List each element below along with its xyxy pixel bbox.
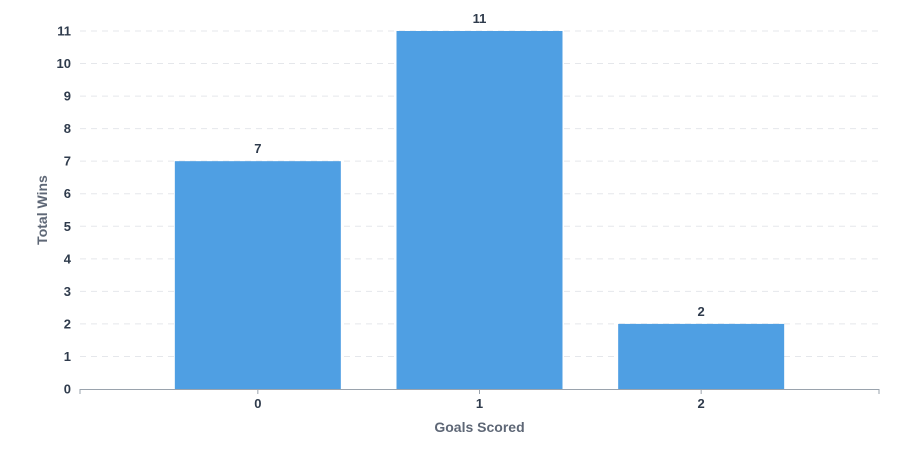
- x-tick-label: 2: [698, 396, 705, 411]
- y-tick-label: 6: [64, 186, 71, 201]
- y-tick-labels: 0 1 2 3 4 5 6 7 8 9 10 11: [57, 24, 72, 397]
- y-axis-title: Total Wins: [34, 175, 50, 245]
- y-tick-label: 0: [64, 382, 71, 397]
- y-tick-label: 10: [57, 56, 71, 71]
- bar-1[interactable]: [396, 31, 563, 389]
- bar-0[interactable]: [174, 161, 341, 389]
- y-tick-label: 5: [64, 219, 71, 234]
- y-tick-label: 8: [64, 121, 71, 136]
- x-tick-label: 1: [476, 396, 483, 411]
- x-axis-title: Goals Scored: [434, 419, 524, 435]
- bar-value-label: 2: [698, 304, 705, 319]
- bar-2[interactable]: [618, 323, 785, 389]
- y-tick-label: 4: [64, 251, 72, 266]
- y-tick-label: 1: [64, 349, 71, 364]
- y-tick-label: 11: [57, 24, 71, 39]
- y-tick-label: 9: [64, 89, 71, 104]
- data-labels: 7 11 2: [254, 11, 705, 319]
- bars: [174, 31, 785, 389]
- bar-value-label: 7: [254, 141, 261, 156]
- y-tick-label: 3: [64, 284, 71, 299]
- bar-value-label: 11: [473, 11, 487, 26]
- x-tick-label: 0: [254, 396, 261, 411]
- x-tick-labels: 0 1 2: [79, 389, 880, 411]
- y-tick-label: 2: [64, 316, 71, 331]
- y-tick-label: 7: [64, 154, 71, 169]
